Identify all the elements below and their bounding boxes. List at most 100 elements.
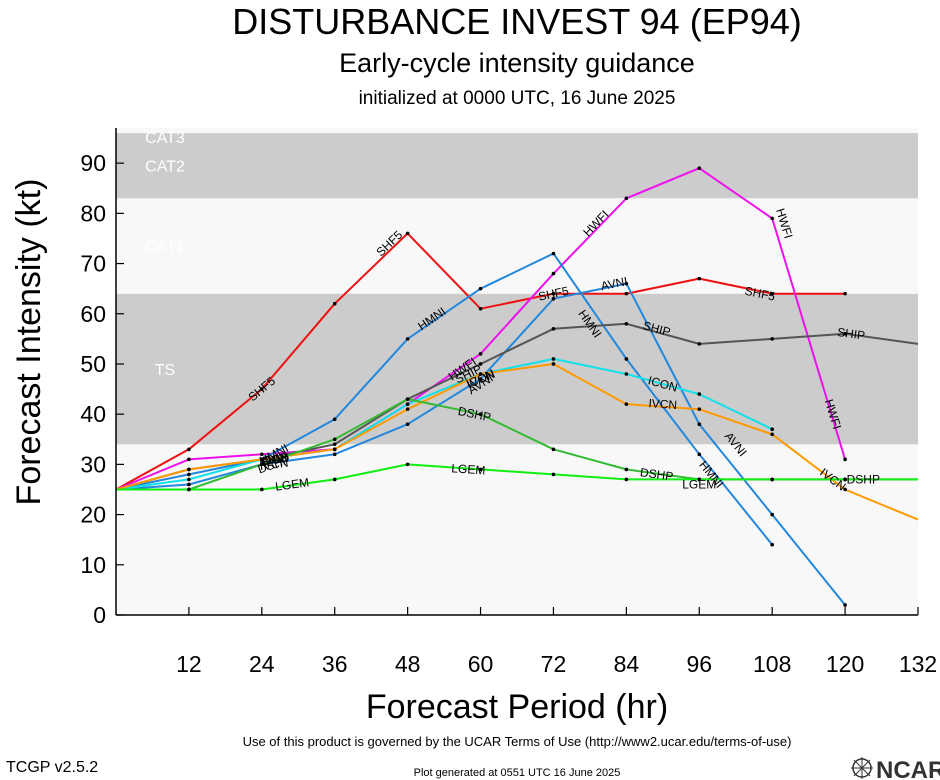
data-point-ship: [332, 442, 337, 447]
y-tick-label: 0: [93, 602, 106, 628]
ncar-logo-text: NCAR: [876, 757, 940, 780]
x-tick-label: 60: [468, 651, 494, 677]
data-point-dshp: [478, 412, 483, 416]
data-point-hmni: [624, 357, 629, 361]
x-tick-label: 108: [753, 651, 791, 677]
ncar-logo: NCAR: [851, 757, 940, 780]
data-point-avni: [478, 377, 483, 381]
data-point-hwfi: [770, 216, 774, 221]
data-point-ivcn: [770, 432, 774, 437]
data-point-ivcn: [843, 487, 847, 492]
data-point-ivcn: [332, 447, 337, 452]
data-point-shf5: [187, 447, 191, 452]
y-tick-label: 60: [80, 301, 106, 327]
y-tick-label: 10: [80, 552, 106, 578]
series-label-ship: SHIP: [259, 450, 289, 469]
y-tick-label: 30: [80, 451, 106, 477]
data-point-hwfi: [697, 166, 702, 170]
series-label-dshp: DSHP: [457, 404, 492, 424]
data-point-ship: [770, 337, 774, 341]
data-point-hwfi: [624, 196, 629, 201]
data-point-hwfi: [260, 452, 264, 457]
data-point-avni: [770, 512, 774, 517]
data-point-hmni: [332, 417, 337, 421]
y-tick-label: 50: [80, 351, 106, 377]
y-tick-label: 20: [80, 502, 106, 528]
data-point-avni: [551, 296, 556, 301]
series-label-lgem: LGEM: [682, 477, 716, 491]
x-tick-label: 72: [541, 651, 567, 677]
data-point-hmni: [770, 542, 774, 547]
x-tick-label: 132: [899, 651, 937, 677]
data-point-shf5: [405, 231, 410, 236]
series-label-ship: SHIP: [836, 325, 866, 343]
x-tick-label: 96: [686, 651, 712, 677]
intensity-bands: TS CAT1 CAT2 CAT3: [116, 128, 918, 615]
data-point-hmni: [551, 251, 556, 256]
data-point-ivcn: [405, 407, 410, 411]
series-line-lgem-8: [116, 463, 918, 491]
terms-of-use-text: Use of this product is governed by the U…: [243, 734, 792, 749]
band-below-ts: [116, 444, 918, 615]
series-points: [187, 166, 847, 607]
data-point-avni: [187, 482, 191, 487]
data-point-ship: [551, 327, 556, 331]
data-point-shf5: [260, 387, 264, 391]
data-point-lgem: [478, 467, 483, 472]
series-label-lgem: LGEM: [274, 475, 310, 493]
data-point-ivcn: [697, 407, 702, 411]
series-label-lgem: LGEM: [451, 461, 486, 477]
data-point-lgem: [770, 477, 774, 482]
data-point-icon: [770, 427, 774, 432]
data-point-hmni: [405, 337, 410, 341]
data-point-ship: [478, 362, 483, 366]
data-point-hwfi: [478, 352, 483, 356]
x-tick-label: 84: [614, 651, 640, 677]
data-point-dshp: [332, 437, 337, 442]
plot-axes: [115, 128, 918, 616]
data-point-dshp: [551, 447, 556, 452]
band-cat1: [116, 198, 918, 294]
version-label: TCGP v2.5.2: [6, 759, 98, 776]
data-point-avni: [624, 281, 629, 286]
data-point-dshp: [405, 397, 410, 401]
data-point-icon: [697, 392, 702, 396]
data-point-ship: [624, 322, 629, 326]
data-point-dshp: [624, 467, 629, 472]
x-tick-label: 36: [322, 651, 348, 677]
data-point-shf5: [551, 291, 556, 296]
x-axis-label: Forecast Period (hr): [366, 688, 668, 726]
data-point-hwfi: [187, 457, 191, 462]
y-tick-label: 70: [80, 251, 106, 277]
data-point-ship: [843, 332, 847, 336]
series-label-ivcn: IVCN: [259, 456, 289, 474]
plot-generated-text: Plot generated at 0551 UTC 16 June 2025: [414, 767, 621, 779]
series-label-dshp: DSHP: [847, 472, 880, 486]
band-label-cat3: CAT3: [145, 130, 185, 147]
data-point-avni: [405, 422, 410, 427]
data-point-ivcn: [551, 362, 556, 366]
data-point-hwfi: [843, 457, 847, 462]
series-label-avni: AVNI: [260, 451, 289, 469]
data-point-icon: [405, 402, 410, 406]
axis-ticks: 12 24 36 48 60 72 84 96 108 120 132 0 10 20 30 40 50 60 70…: [80, 150, 937, 677]
data-point-lgem: [332, 477, 337, 482]
series-label-shf5: SHF5: [744, 284, 777, 304]
data-point-hwfi: [551, 271, 556, 276]
x-tick-label: 12: [176, 651, 202, 677]
series-label-dshp: DSHP: [639, 465, 674, 483]
x-tick-label: 48: [395, 651, 421, 677]
data-point-ivcn: [478, 372, 483, 376]
series-label-ivcn: IVCN: [648, 396, 678, 412]
chart-title: DISTURBANCE INVEST 94 (EP94): [232, 1, 802, 42]
y-tick-label: 80: [80, 200, 106, 226]
data-point-ivcn: [260, 457, 264, 462]
data-point-icon: [624, 372, 629, 376]
ncar-sunburst-icon: [851, 757, 873, 779]
data-point-avni: [843, 603, 847, 607]
data-point-lgem: [697, 477, 702, 482]
chart-subtitle: Early-cycle intensity guidance: [339, 48, 695, 78]
x-tick-label: 24: [249, 651, 275, 677]
series-label-avni: AVNI: [600, 274, 629, 293]
